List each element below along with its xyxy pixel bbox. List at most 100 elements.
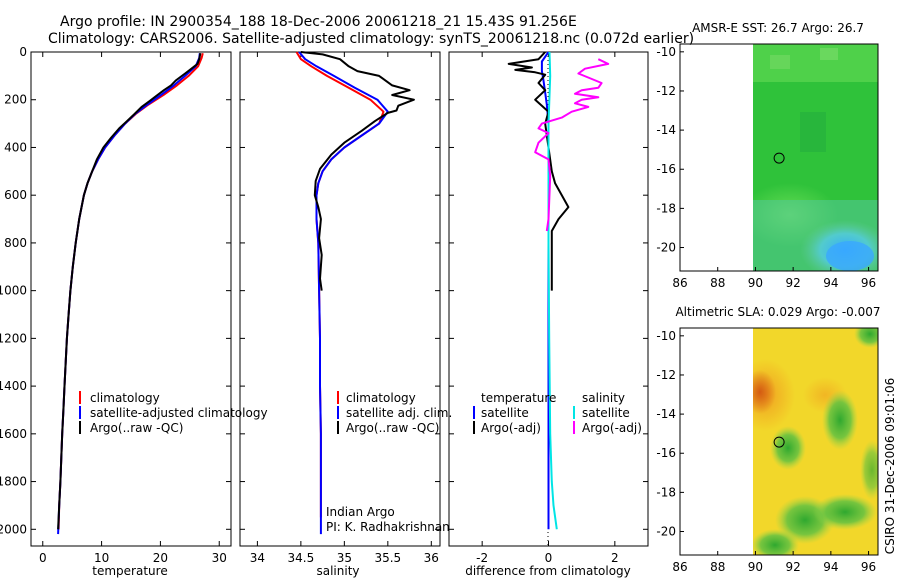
temperature-axes-box xyxy=(30,51,232,547)
map-y-tick-label: -20 xyxy=(656,525,676,539)
x-tick-label: 34.5 xyxy=(288,551,315,565)
sla-green-eddy-east xyxy=(822,390,858,450)
map-y-tick-label: -18 xyxy=(656,201,676,215)
temperature-xlabel: temperature xyxy=(92,564,167,578)
legend-heading-temperature: temperature xyxy=(481,391,556,405)
series-line-climatology xyxy=(295,51,385,518)
map-y-tick-label: -12 xyxy=(656,368,676,382)
map-y-tick-label: -10 xyxy=(656,329,676,343)
map-x-tick-label: 86 xyxy=(672,276,687,290)
x-tick-label: 35 xyxy=(337,551,352,565)
series-line-salinity-argo-adj- xyxy=(534,58,610,232)
map-y-tick-label: -12 xyxy=(656,84,676,98)
temperature-legend: climatology satellite-adjusted climatolo… xyxy=(79,391,268,435)
x-tick-label: 0 xyxy=(545,551,553,565)
salinity-xlabel: salinity xyxy=(316,564,359,578)
x-tick-label: 36 xyxy=(424,551,439,565)
legend-label-satellite: satellite-adjusted climatology xyxy=(90,406,268,420)
series-line-argo-raw-qc- xyxy=(57,53,202,530)
x-tick-label: -2 xyxy=(476,551,488,565)
sst-argo-location-marker xyxy=(773,152,785,164)
sla-red-west xyxy=(753,370,776,414)
annotation-program: Indian Argo xyxy=(326,505,395,519)
y-tick-label: 600 xyxy=(4,188,27,202)
map-x-tick-label: 88 xyxy=(710,276,725,290)
map-y-tick-label: -16 xyxy=(656,446,676,460)
x-tick-label: 10 xyxy=(94,551,109,565)
map-y-tick-label: -10 xyxy=(656,45,676,59)
series-line-argo-raw-qc- xyxy=(300,51,415,291)
map-y-tick-label: -18 xyxy=(656,485,676,499)
difference-panel: -2 0 2 difference from climatology tempera… xyxy=(448,51,649,578)
series-line-salinity-satellite xyxy=(547,51,558,530)
difference-x-ticks: -2 0 2 xyxy=(476,52,619,565)
map-x-tick-label: 92 xyxy=(786,560,801,574)
sla-green-top xyxy=(854,328,878,348)
y-tick-label: 200 xyxy=(4,93,27,107)
sst-cool-core xyxy=(826,241,874,271)
map-x-tick-label: 94 xyxy=(823,276,838,290)
y-tick-label: 1400 xyxy=(0,379,27,393)
series-line-climatology xyxy=(57,52,204,530)
series-line-temperature-argo-adj- xyxy=(507,51,570,291)
sla-map-ticks: 86 88 90 92 94 96 -10 -12 -14 -16 -18 -20 xyxy=(656,329,876,574)
sla-map-panel: Altimetric SLA: 0.029 Argo: -0.007 86 88 9… xyxy=(656,305,880,574)
sst-map-panel: AMSR-E SST: 26.7 Argo: 26.7 86 88 90 92 94 96… xyxy=(656,21,879,290)
salinity-x-ticks: 34 34.5 35 35.5 36 xyxy=(250,52,439,565)
y-tick-label: 800 xyxy=(4,236,27,250)
x-tick-label: 30 xyxy=(212,551,227,565)
legend-label-satellite: satellite adj. clim. xyxy=(346,406,452,420)
map-x-tick-label: 90 xyxy=(748,276,763,290)
map-x-tick-label: 96 xyxy=(861,276,876,290)
map-y-tick-label: -16 xyxy=(656,162,676,176)
salinity-series xyxy=(295,51,415,535)
map-y-tick-label: -14 xyxy=(656,123,676,137)
sla-argo-location-marker xyxy=(773,436,785,448)
x-tick-label: 0 xyxy=(39,551,47,565)
map-y-tick-label: -20 xyxy=(656,241,676,255)
map-x-tick-label: 92 xyxy=(786,276,801,290)
legend-label-temp-satellite: satellite xyxy=(481,406,529,420)
map-x-tick-label: 86 xyxy=(672,560,687,574)
sla-green-eddy-center xyxy=(770,426,806,470)
difference-legend: temperature satellite Argo(-adj) salinit… xyxy=(473,391,642,435)
x-tick-label: 34 xyxy=(250,551,265,565)
sla-map-title: Altimetric SLA: 0.029 Argo: -0.007 xyxy=(675,305,880,319)
x-tick-label: 35.5 xyxy=(374,551,401,565)
sla-green-ne xyxy=(860,440,878,500)
header-line-1: Argo profile: IN 2900354_188 18-Dec-2006… xyxy=(60,14,577,30)
x-tick-label: 2 xyxy=(611,551,619,565)
series-line-satellite-adj-clim- xyxy=(298,51,389,535)
legend-label-argo: Argo(..raw -QC) xyxy=(90,421,183,435)
series-line-satellite-adjusted-climatology xyxy=(57,53,201,535)
sla-axes-box xyxy=(679,327,879,556)
sst-axes-box xyxy=(679,43,879,272)
sst-map-ticks: 86 88 90 92 94 96 -10 -12 -14 -16 -18 -20 xyxy=(656,45,876,290)
sla-field xyxy=(753,328,878,555)
temperature-series xyxy=(57,52,204,535)
y-tick-label: 1200 xyxy=(0,331,27,345)
map-x-tick-label: 90 xyxy=(748,560,763,574)
sst-upper-patch-2 xyxy=(820,48,838,60)
y-tick-label: 1000 xyxy=(0,284,27,298)
y-tick-label: 1800 xyxy=(0,475,27,489)
map-x-tick-label: 88 xyxy=(710,560,725,574)
salinity-y-ticks xyxy=(240,51,440,530)
credit-timestamp: CSIRO 31-Dec-2006 09:01:06 xyxy=(883,378,897,555)
x-tick-label: 20 xyxy=(153,551,168,565)
y-tick-label: 2000 xyxy=(0,522,27,536)
map-y-tick-label: -14 xyxy=(656,407,676,421)
sst-mid-patch xyxy=(800,112,826,152)
map-x-tick-label: 94 xyxy=(823,560,838,574)
temperature-x-ticks: 0 10 20 30 xyxy=(39,52,227,565)
sst-field xyxy=(753,44,878,271)
difference-y-ticks xyxy=(449,51,648,530)
legend-label-temp-argo: Argo(-adj) xyxy=(481,421,541,435)
y-tick-label: 1600 xyxy=(0,427,27,441)
sla-green-south-3 xyxy=(753,529,799,555)
legend-label-sal-satellite: satellite xyxy=(582,406,630,420)
legend-label-climatology: climatology xyxy=(90,391,160,405)
sla-green-south-2 xyxy=(813,494,877,530)
legend-heading-salinity: salinity xyxy=(582,391,625,405)
